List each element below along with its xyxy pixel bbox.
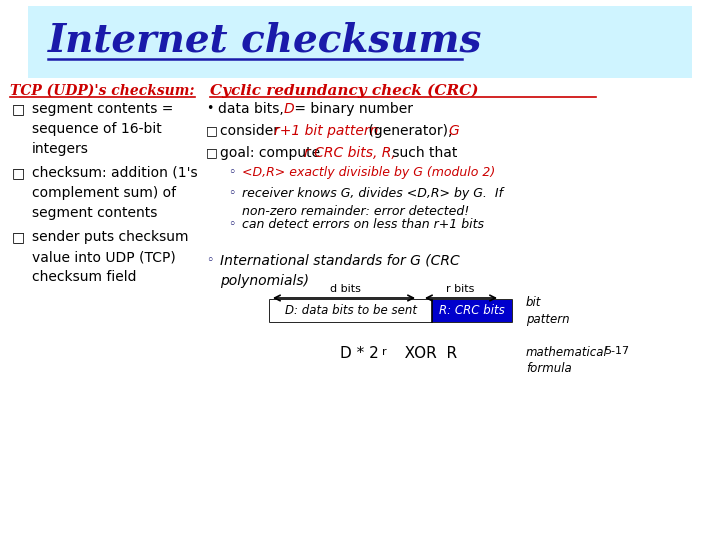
Text: <D,R> exactly divisible by G (modulo 2): <D,R> exactly divisible by G (modulo 2) — [242, 166, 495, 179]
Text: bit
pattern: bit pattern — [526, 296, 570, 326]
Text: □: □ — [12, 102, 25, 116]
Text: □: □ — [206, 124, 217, 137]
Text: = binary number: = binary number — [290, 102, 413, 116]
Text: sender puts checksum
value into UDP (TCP)
checksum field: sender puts checksum value into UDP (TCP… — [32, 230, 189, 284]
Bar — [270, 300, 512, 322]
Text: □: □ — [206, 146, 217, 159]
Text: (generator),: (generator), — [364, 124, 456, 138]
Text: □: □ — [12, 230, 25, 244]
Text: XOR  R: XOR R — [390, 346, 457, 361]
Text: □: □ — [12, 166, 25, 180]
Text: International standards for G (CRC
polynomials): International standards for G (CRC polyn… — [220, 254, 460, 288]
Text: goal: compute: goal: compute — [220, 146, 325, 160]
Text: can detect errors on less than r+1 bits: can detect errors on less than r+1 bits — [242, 218, 484, 231]
Text: TCP (UDP)'s checksum:: TCP (UDP)'s checksum: — [10, 84, 194, 98]
Text: Cyclic redundancy check (CRC): Cyclic redundancy check (CRC) — [210, 84, 479, 98]
Text: ◦: ◦ — [228, 166, 235, 179]
Bar — [270, 300, 432, 322]
Text: 5-17: 5-17 — [604, 346, 629, 356]
Text: D * 2: D * 2 — [340, 346, 379, 361]
Text: receiver knows G, divides <D,R> by G.  If
non-zero remainder: error detected!: receiver knows G, divides <D,R> by G. If… — [242, 187, 503, 218]
Text: such that: such that — [388, 146, 457, 160]
Text: ◦: ◦ — [206, 254, 213, 267]
Text: D: D — [284, 102, 294, 116]
Text: r+1 bit pattern: r+1 bit pattern — [274, 124, 379, 138]
Text: Internet checksums: Internet checksums — [48, 21, 482, 59]
Text: R: CRC bits: R: CRC bits — [439, 305, 505, 318]
Text: r: r — [382, 347, 387, 357]
Text: consider: consider — [220, 124, 284, 138]
Text: D: data bits to be sent: D: data bits to be sent — [285, 305, 417, 318]
Text: ◦: ◦ — [228, 187, 235, 200]
Bar — [432, 300, 512, 322]
Text: mathematical
formula: mathematical formula — [526, 346, 608, 375]
Text: segment contents =
sequence of 16-bit
integers: segment contents = sequence of 16-bit in… — [32, 102, 174, 156]
Text: r bits: r bits — [446, 284, 474, 294]
Text: d bits: d bits — [330, 284, 361, 294]
Text: G: G — [448, 124, 459, 138]
Bar — [28, 6, 692, 78]
Text: data bits,: data bits, — [218, 102, 288, 116]
Text: ◦: ◦ — [228, 218, 235, 231]
Text: r CRC bits, R,: r CRC bits, R, — [304, 146, 396, 160]
Text: checksum: addition (1's
complement sum) of
segment contents: checksum: addition (1's complement sum) … — [32, 166, 197, 220]
Text: •: • — [206, 102, 213, 115]
